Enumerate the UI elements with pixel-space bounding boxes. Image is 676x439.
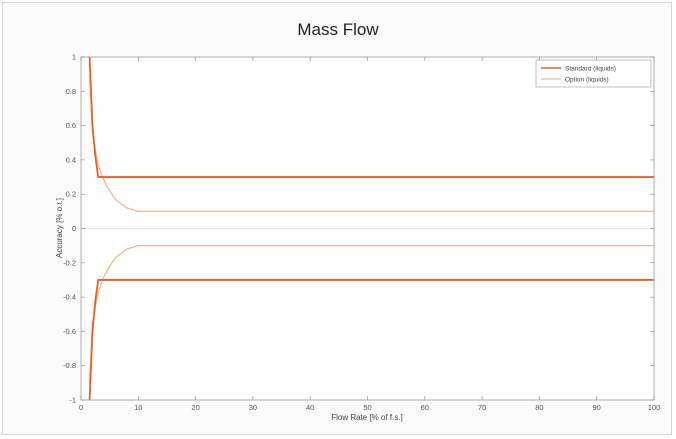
chart-title: Mass Flow	[297, 20, 379, 39]
y-axis-label: Accuracy [% o.r.]	[55, 198, 64, 258]
y-tick-label: 0.4	[66, 155, 76, 164]
x-tick-label: 90	[593, 403, 601, 412]
legend-box	[535, 59, 652, 88]
legend: Standard (liquids) Option (liquids)	[535, 59, 652, 88]
x-tick-label: 10	[134, 403, 142, 412]
legend-label-standard: Standard (liquids)	[565, 66, 616, 73]
x-tick-label: 40	[306, 403, 314, 412]
x-tick-label: 0	[79, 403, 83, 412]
standard-lower-line	[88, 279, 654, 401]
y-tick-label: 0.6	[66, 121, 76, 130]
x-tick-label: 60	[421, 403, 429, 412]
x-tick-label: 70	[478, 403, 486, 412]
x-tick-label: 80	[535, 403, 543, 412]
y-tick-label: 1	[72, 53, 76, 62]
y-tick-label: -1	[69, 396, 76, 405]
x-axis-ticks: 0 10 20 30 40 50 60 70 80 90 100	[79, 57, 660, 412]
y-tick-label: 0	[72, 224, 76, 233]
y-tick-label: 0.8	[66, 87, 76, 96]
x-tick-label: 50	[363, 403, 371, 412]
y-tick-label: -0.8	[63, 361, 76, 370]
standard-upper-line	[88, 56, 654, 178]
y-tick-label: -0.2	[63, 258, 76, 267]
x-tick-label: 20	[191, 403, 199, 412]
x-axis-label: Flow Rate [% of f.s.]	[331, 413, 403, 422]
y-axis-ticks: 1 0.8 0.6 0.4 0.2 0 -0.2 -0.4 -0.6 -0.8 -1	[63, 53, 654, 405]
series-layer	[88, 56, 654, 401]
y-tick-label: -0.6	[63, 327, 76, 336]
legend-label-option: Option (liquids)	[565, 77, 609, 84]
x-tick-label: 100	[648, 403, 661, 412]
x-tick-label: 30	[249, 403, 257, 412]
y-tick-label: 0.2	[66, 190, 76, 199]
y-tick-label: -0.4	[63, 293, 76, 302]
